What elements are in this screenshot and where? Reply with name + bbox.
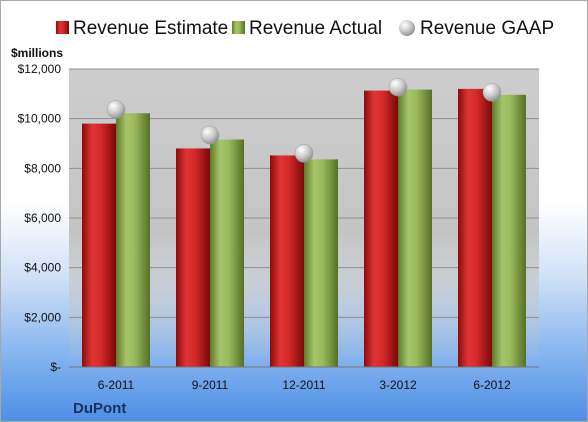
bar-revenue-estimate: [364, 90, 398, 367]
legend-label-actual: Revenue Actual: [249, 18, 382, 39]
bar-revenue-actual: [116, 113, 150, 367]
bar-revenue-actual: [398, 89, 432, 367]
bar-revenue-estimate: [176, 148, 210, 367]
x-tick-label: 12-2011: [282, 378, 325, 392]
y-tick-label: $6,000: [24, 211, 61, 225]
marker-revenue-gaap: [106, 100, 126, 119]
marker-revenue-gaap: [294, 144, 314, 163]
bars: [82, 88, 526, 368]
unit-label: $millions: [11, 46, 63, 60]
marker-revenue-gaap: [388, 77, 408, 97]
bar-revenue-estimate: [82, 123, 116, 367]
marker-revenue-gaap: [482, 83, 502, 102]
company-name: DuPont: [73, 400, 126, 417]
x-tick-label: 9-2011: [192, 378, 229, 392]
bar-revenue-actual: [492, 94, 526, 368]
y-tick-label: $8,000: [24, 161, 61, 175]
legend-item-gaap: Revenue GAAP: [399, 18, 554, 39]
bar-revenue-actual: [210, 139, 244, 367]
y-tick-label: $2,000: [24, 310, 61, 324]
bar-revenue-actual: [304, 159, 338, 367]
bar-revenue-estimate: [458, 88, 492, 367]
x-axis-tick-labels: 6-2011 9-2011 12-2011 3-2012 6-2012: [98, 378, 511, 392]
legend-item-estimate: Revenue Estimate: [56, 18, 228, 39]
x-tick-label: 3-2012: [379, 378, 417, 392]
y-tick-label: $-: [50, 360, 61, 374]
gaap-markers: [106, 77, 502, 163]
legend-item-actual: Revenue Actual: [232, 18, 382, 39]
legend-label-gaap: Revenue GAAP: [420, 18, 554, 39]
y-tick-label: $10,000: [18, 112, 62, 126]
y-tick-label: $4,000: [24, 261, 61, 275]
y-tick-label: $12,000: [18, 62, 62, 76]
legend-marker-gaap: [399, 20, 415, 36]
legend-label-estimate: Revenue Estimate: [73, 18, 228, 39]
x-tick-label: 6-2012: [473, 378, 511, 392]
legend: Revenue Estimate Revenue Actual Revenue …: [56, 18, 554, 39]
legend-swatch-actual: [232, 21, 245, 34]
bar-revenue-estimate: [270, 155, 304, 367]
x-tick-label: 6-2011: [98, 378, 135, 392]
legend-swatch-estimate: [56, 21, 69, 34]
y-axis-tick-labels: $- $2,000 $4,000 $6,000 $8,000 $10,000 $12,000: [18, 62, 62, 374]
marker-revenue-gaap: [200, 125, 220, 145]
